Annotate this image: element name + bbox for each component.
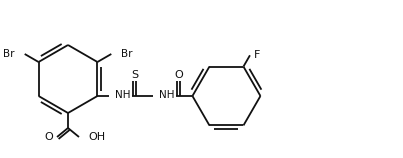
Text: Br: Br <box>121 49 133 59</box>
Text: F: F <box>254 50 260 60</box>
Text: NH: NH <box>160 90 175 100</box>
Text: O: O <box>44 132 53 142</box>
Text: O: O <box>174 70 183 80</box>
Text: OH: OH <box>88 132 105 142</box>
Text: NH: NH <box>115 90 131 100</box>
Text: Br: Br <box>3 49 15 59</box>
Text: S: S <box>131 70 138 80</box>
